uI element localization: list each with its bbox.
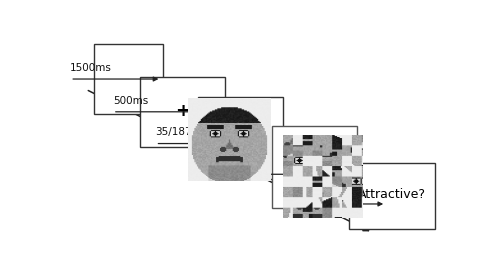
Text: 187ms: 187ms — [210, 158, 245, 168]
Text: 1500ms: 1500ms — [284, 188, 325, 198]
Text: 500ms: 500ms — [113, 96, 148, 106]
Bar — [272, 126, 357, 208]
Text: 1500ms: 1500ms — [70, 63, 112, 73]
Bar — [349, 163, 434, 228]
Text: 35/187ms: 35/187ms — [156, 127, 208, 138]
Bar — [198, 97, 284, 179]
Bar — [94, 44, 163, 114]
Bar — [140, 77, 225, 147]
Text: Attractive?: Attractive? — [358, 188, 426, 201]
Text: +: + — [175, 102, 190, 120]
